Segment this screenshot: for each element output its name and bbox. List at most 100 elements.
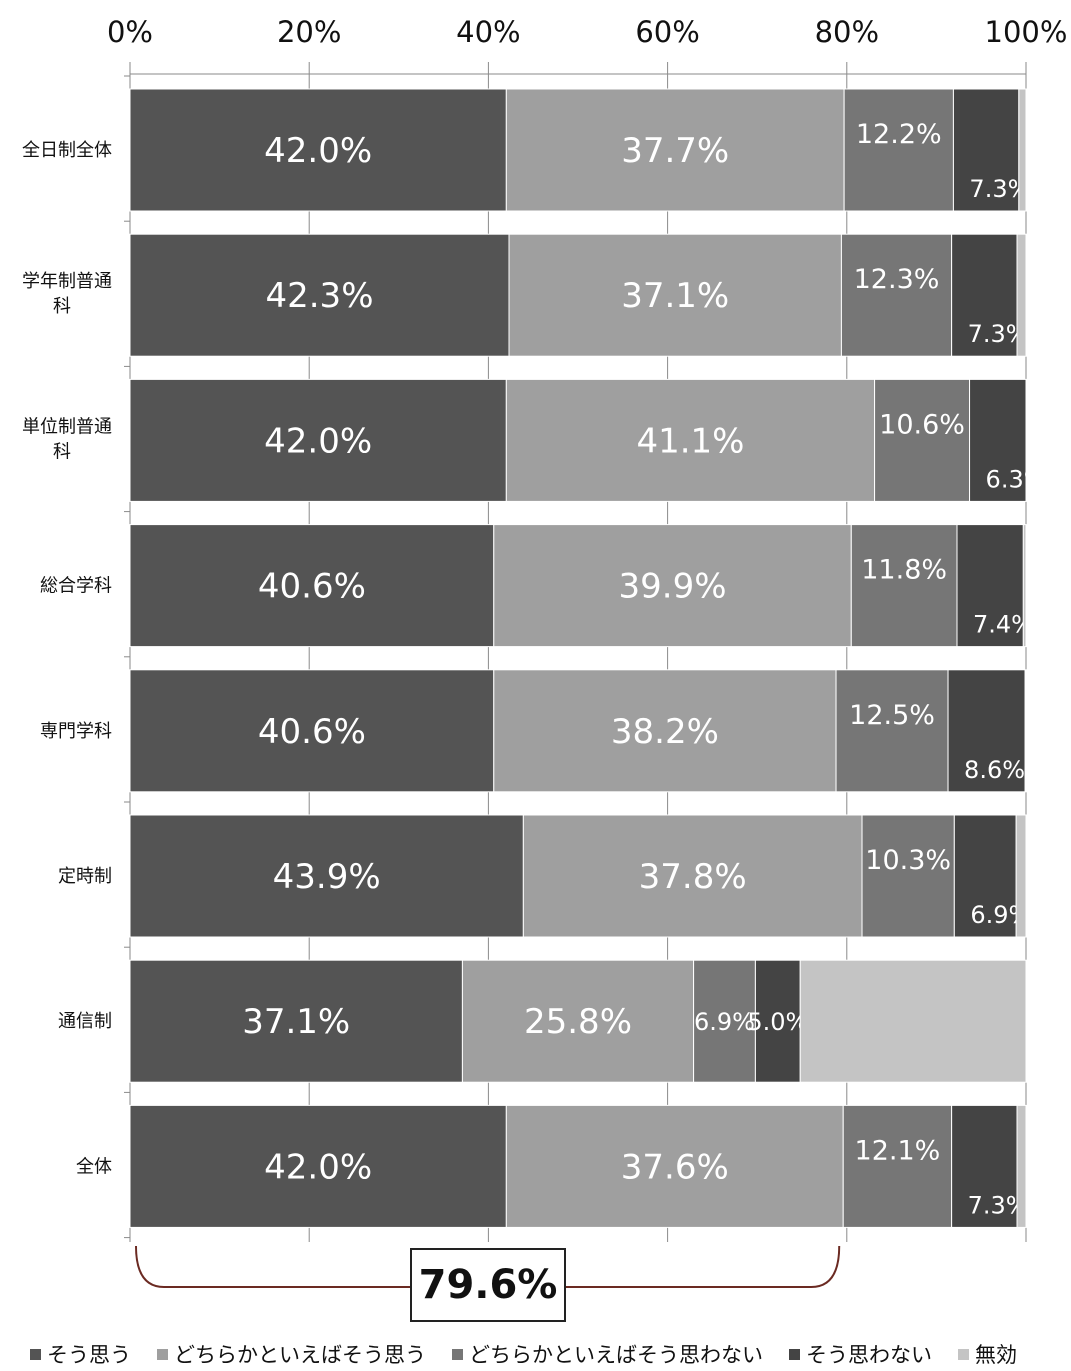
category-label: 専門学科 [40, 721, 112, 742]
bar-segment [840, 233, 953, 357]
category-label: 全日制全体 [22, 140, 112, 161]
data-label: 12.1% [855, 1135, 941, 1166]
data-label: 42.0% [264, 1147, 372, 1187]
x-tick-label: 20% [277, 15, 341, 49]
bar-segment [129, 814, 524, 938]
legend-swatch-disagree [789, 1348, 800, 1360]
data-label: 37.6% [621, 1147, 729, 1187]
category-label-line: 科 [53, 441, 71, 462]
bar-segment [953, 814, 1017, 938]
bar-segment [874, 378, 971, 502]
bar-segment [522, 814, 863, 938]
data-label: 37.1% [621, 276, 729, 316]
data-label: 12.3% [854, 264, 940, 295]
bar-segment [505, 1104, 844, 1228]
bar-segment [951, 233, 1018, 357]
legend-item-disagree: そう思わない [789, 1339, 932, 1369]
category-label: 総合学科 [40, 576, 112, 597]
x-tick-label: 60% [635, 15, 699, 49]
bar-segment [129, 959, 463, 1083]
data-label: 42.3% [265, 276, 373, 316]
legend-item-somewhat-agree: どちらかといえばそう思う [157, 1339, 426, 1369]
bar-segment [1016, 1104, 1027, 1228]
legend-swatch-invalid [958, 1348, 969, 1360]
bar-segment [129, 1104, 507, 1228]
bar-segment [461, 959, 695, 1083]
data-label: 39.9% [619, 567, 727, 607]
category-label: 定時制 [58, 866, 112, 887]
bar-segment [754, 959, 801, 1083]
data-label: 42.0% [264, 421, 372, 461]
bar-segment [493, 669, 837, 793]
bar-segment [505, 378, 876, 502]
data-label: 5.0% [747, 1008, 808, 1036]
data-label: 37.8% [639, 857, 747, 897]
legend-swatch-somewhat-agree [157, 1348, 168, 1360]
bar-segment [505, 88, 845, 212]
total-agree-callout: 79.6% [410, 1248, 566, 1322]
total-agree-value: 79.6% [418, 1262, 558, 1308]
data-label: 12.5% [849, 700, 935, 731]
category-label-line: 単位制普通 [22, 416, 112, 437]
bar-segment [1018, 88, 1027, 212]
bar-segment [861, 814, 955, 938]
bar-segment [947, 669, 1026, 793]
bar-segment [129, 233, 510, 357]
category-label: 全体 [76, 1156, 112, 1177]
data-label: 8.6% [964, 756, 1025, 784]
data-label: 38.2% [611, 712, 719, 752]
data-label: 37.1% [242, 1002, 350, 1042]
bar-segment [842, 1104, 953, 1228]
legend-label-agree: そう思う [47, 1343, 131, 1367]
bar-segment [952, 88, 1020, 212]
category-label-line: 科 [53, 296, 71, 317]
bar-segment [969, 378, 1027, 502]
bar-segment [835, 669, 949, 793]
legend-swatch-somewhat-disagree [452, 1348, 463, 1360]
bar-segment [843, 88, 954, 212]
bar-segment [850, 524, 958, 648]
data-label: 6.3% [986, 465, 1047, 493]
data-label: 12.2% [856, 119, 942, 150]
legend-swatch-agree [30, 1348, 41, 1360]
x-tick-label: 0% [107, 15, 153, 49]
bar-segment [129, 88, 507, 212]
bar-segment [1016, 233, 1027, 357]
category-label: 単位制普通科 [22, 416, 112, 462]
data-label: 42.0% [264, 131, 372, 171]
bar-segment [956, 524, 1024, 648]
bar-segment [693, 959, 756, 1083]
legend-item-agree: そう思う [30, 1339, 131, 1369]
bar-segment [129, 378, 507, 502]
legend-item-invalid: 無効 [958, 1339, 1017, 1369]
chart-legend: そう思う どちらかといえばそう思う どちらかといえばそう思わない そう思わない … [30, 1340, 1070, 1368]
legend-label-somewhat-agree: どちらかといえばそう思う [174, 1343, 426, 1367]
data-label: 25.8% [524, 1002, 632, 1042]
data-label: 6.9% [694, 1008, 755, 1036]
data-label: 10.3% [865, 845, 951, 876]
data-label: 11.8% [861, 555, 947, 586]
x-tick-label: 100% [985, 15, 1068, 49]
data-label: 43.9% [273, 857, 381, 897]
bar-segment [129, 524, 495, 648]
legend-label-somewhat-disagree: どちらかといえばそう思わない [469, 1343, 763, 1367]
bar-segment [1015, 814, 1027, 938]
category-label: 学年制普通科 [22, 271, 112, 317]
data-label: 37.7% [621, 131, 729, 171]
category-label: 通信制 [58, 1011, 112, 1032]
bar-segment [1022, 524, 1027, 648]
legend-label-disagree: そう思わない [806, 1343, 932, 1367]
x-tick-label: 80% [815, 15, 879, 49]
legend-label-invalid: 無効 [975, 1343, 1017, 1367]
bar-segment [1024, 669, 1027, 793]
category-label-line: 学年制普通 [22, 271, 112, 292]
bar-segment [129, 669, 495, 793]
data-label: 40.6% [258, 712, 366, 752]
legend-item-somewhat-disagree: どちらかといえばそう思わない [452, 1339, 763, 1369]
data-label: 10.6% [879, 409, 965, 440]
bar-segment [799, 959, 1027, 1083]
bar-segment [508, 233, 842, 357]
data-label: 40.6% [258, 567, 366, 607]
x-tick-label: 40% [456, 15, 520, 49]
